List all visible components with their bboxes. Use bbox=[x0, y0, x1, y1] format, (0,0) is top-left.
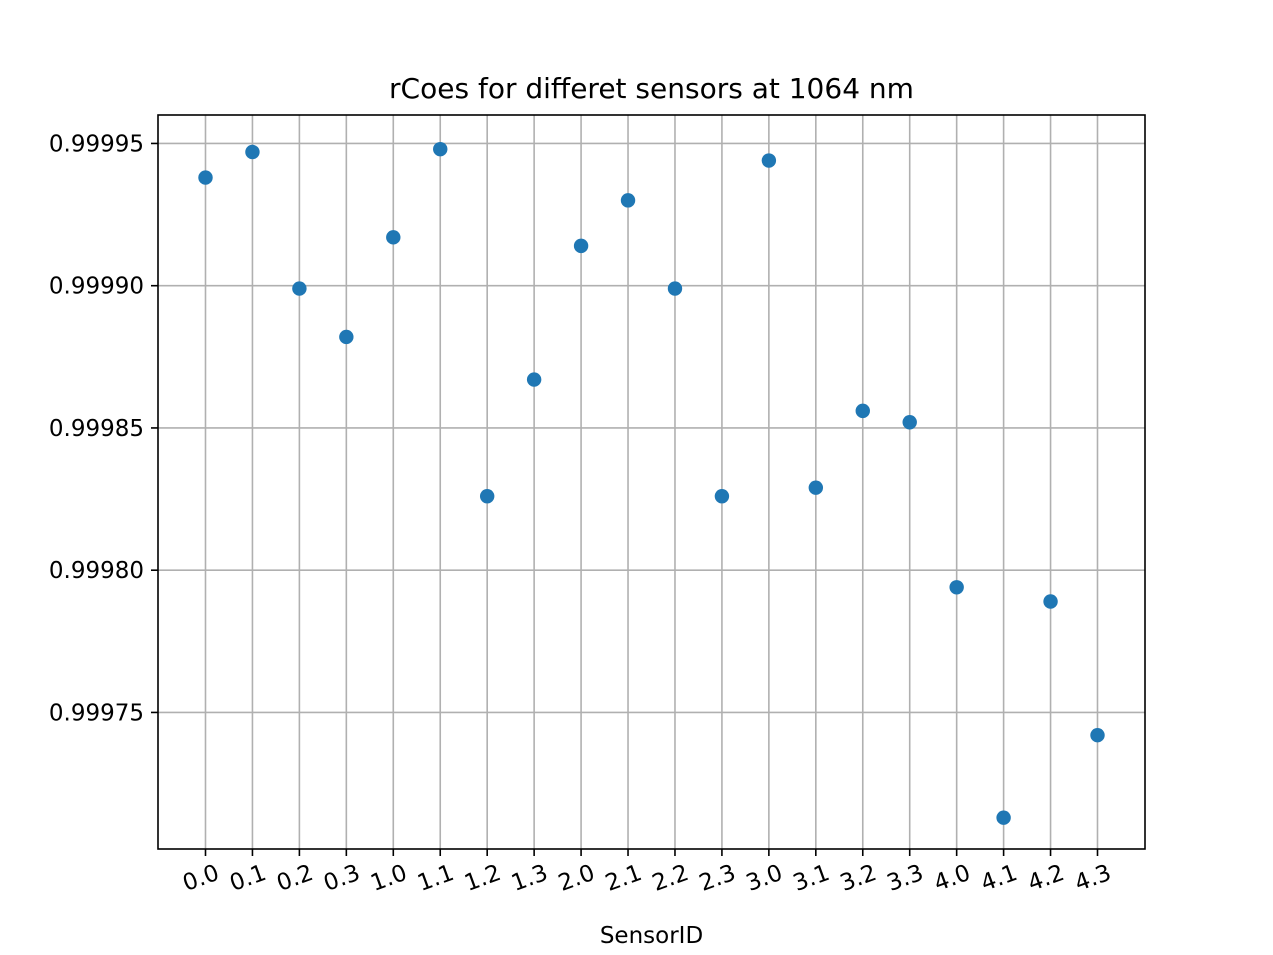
data-point bbox=[1043, 594, 1058, 609]
data-point bbox=[620, 193, 636, 208]
x-tick-label: 0.0 bbox=[179, 860, 222, 897]
x-tick-label: 3.3 bbox=[884, 860, 927, 897]
axes-frame bbox=[157, 114, 1146, 850]
ticks: 0.0 0.1 0.2 0.3 1.0 1.1 1.2 1.3 2.0 2.1 2.2 2.3 3.0 3… bbox=[49, 131, 1115, 896]
data-point bbox=[339, 329, 354, 345]
data-point bbox=[761, 153, 777, 168]
data-point bbox=[949, 580, 964, 595]
data-points bbox=[198, 141, 1105, 825]
x-tick-label: 1.1 bbox=[414, 860, 457, 897]
x-tick-label: 2.1 bbox=[602, 860, 645, 897]
x-tick-label: 2.3 bbox=[696, 860, 739, 897]
y-tick-label: 0.99980 bbox=[49, 558, 144, 584]
y-tick-label: 0.99995 bbox=[49, 131, 144, 157]
x-tick-label: 0.1 bbox=[226, 860, 269, 897]
x-tick-label: 4.1 bbox=[978, 860, 1021, 897]
x-tick-label: 4.0 bbox=[931, 860, 974, 897]
x-tick-label: 3.1 bbox=[790, 860, 833, 897]
chart-title: rCoes for differet sensors at 1064 nm bbox=[389, 72, 914, 105]
data-point bbox=[245, 144, 260, 160]
data-point bbox=[479, 489, 495, 504]
x-tick-label: 0.3 bbox=[320, 860, 363, 897]
data-point bbox=[292, 281, 307, 296]
y-tick-label: 0.99975 bbox=[49, 700, 144, 726]
x-tick-label: 3.2 bbox=[837, 860, 880, 897]
x-tick-label: 1.3 bbox=[508, 860, 551, 897]
data-point bbox=[198, 170, 213, 185]
grid bbox=[158, 115, 1145, 849]
data-point bbox=[808, 480, 824, 495]
x-tick-label: 1.2 bbox=[461, 860, 504, 897]
data-point bbox=[1090, 728, 1105, 743]
x-tick-label: 4.3 bbox=[1071, 860, 1114, 897]
x-tick-label: 2.0 bbox=[555, 860, 598, 897]
data-point bbox=[433, 141, 448, 157]
x-tick-label: 2.2 bbox=[649, 860, 692, 897]
x-axis-label: SensorID bbox=[600, 923, 703, 949]
data-point bbox=[386, 230, 401, 245]
data-point bbox=[996, 810, 1011, 825]
data-point bbox=[902, 415, 917, 430]
data-point bbox=[855, 403, 870, 419]
x-tick-label: 4.2 bbox=[1025, 860, 1068, 897]
y-tick-label: 0.99985 bbox=[49, 416, 144, 442]
data-point bbox=[714, 489, 730, 504]
data-point bbox=[526, 372, 542, 387]
x-tick-label: 3.0 bbox=[743, 860, 786, 897]
x-tick-label: 0.2 bbox=[273, 860, 316, 897]
y-tick-label: 0.99990 bbox=[49, 274, 144, 300]
data-point bbox=[573, 238, 589, 254]
data-point bbox=[667, 281, 683, 296]
x-tick-label: 1.0 bbox=[367, 860, 410, 897]
